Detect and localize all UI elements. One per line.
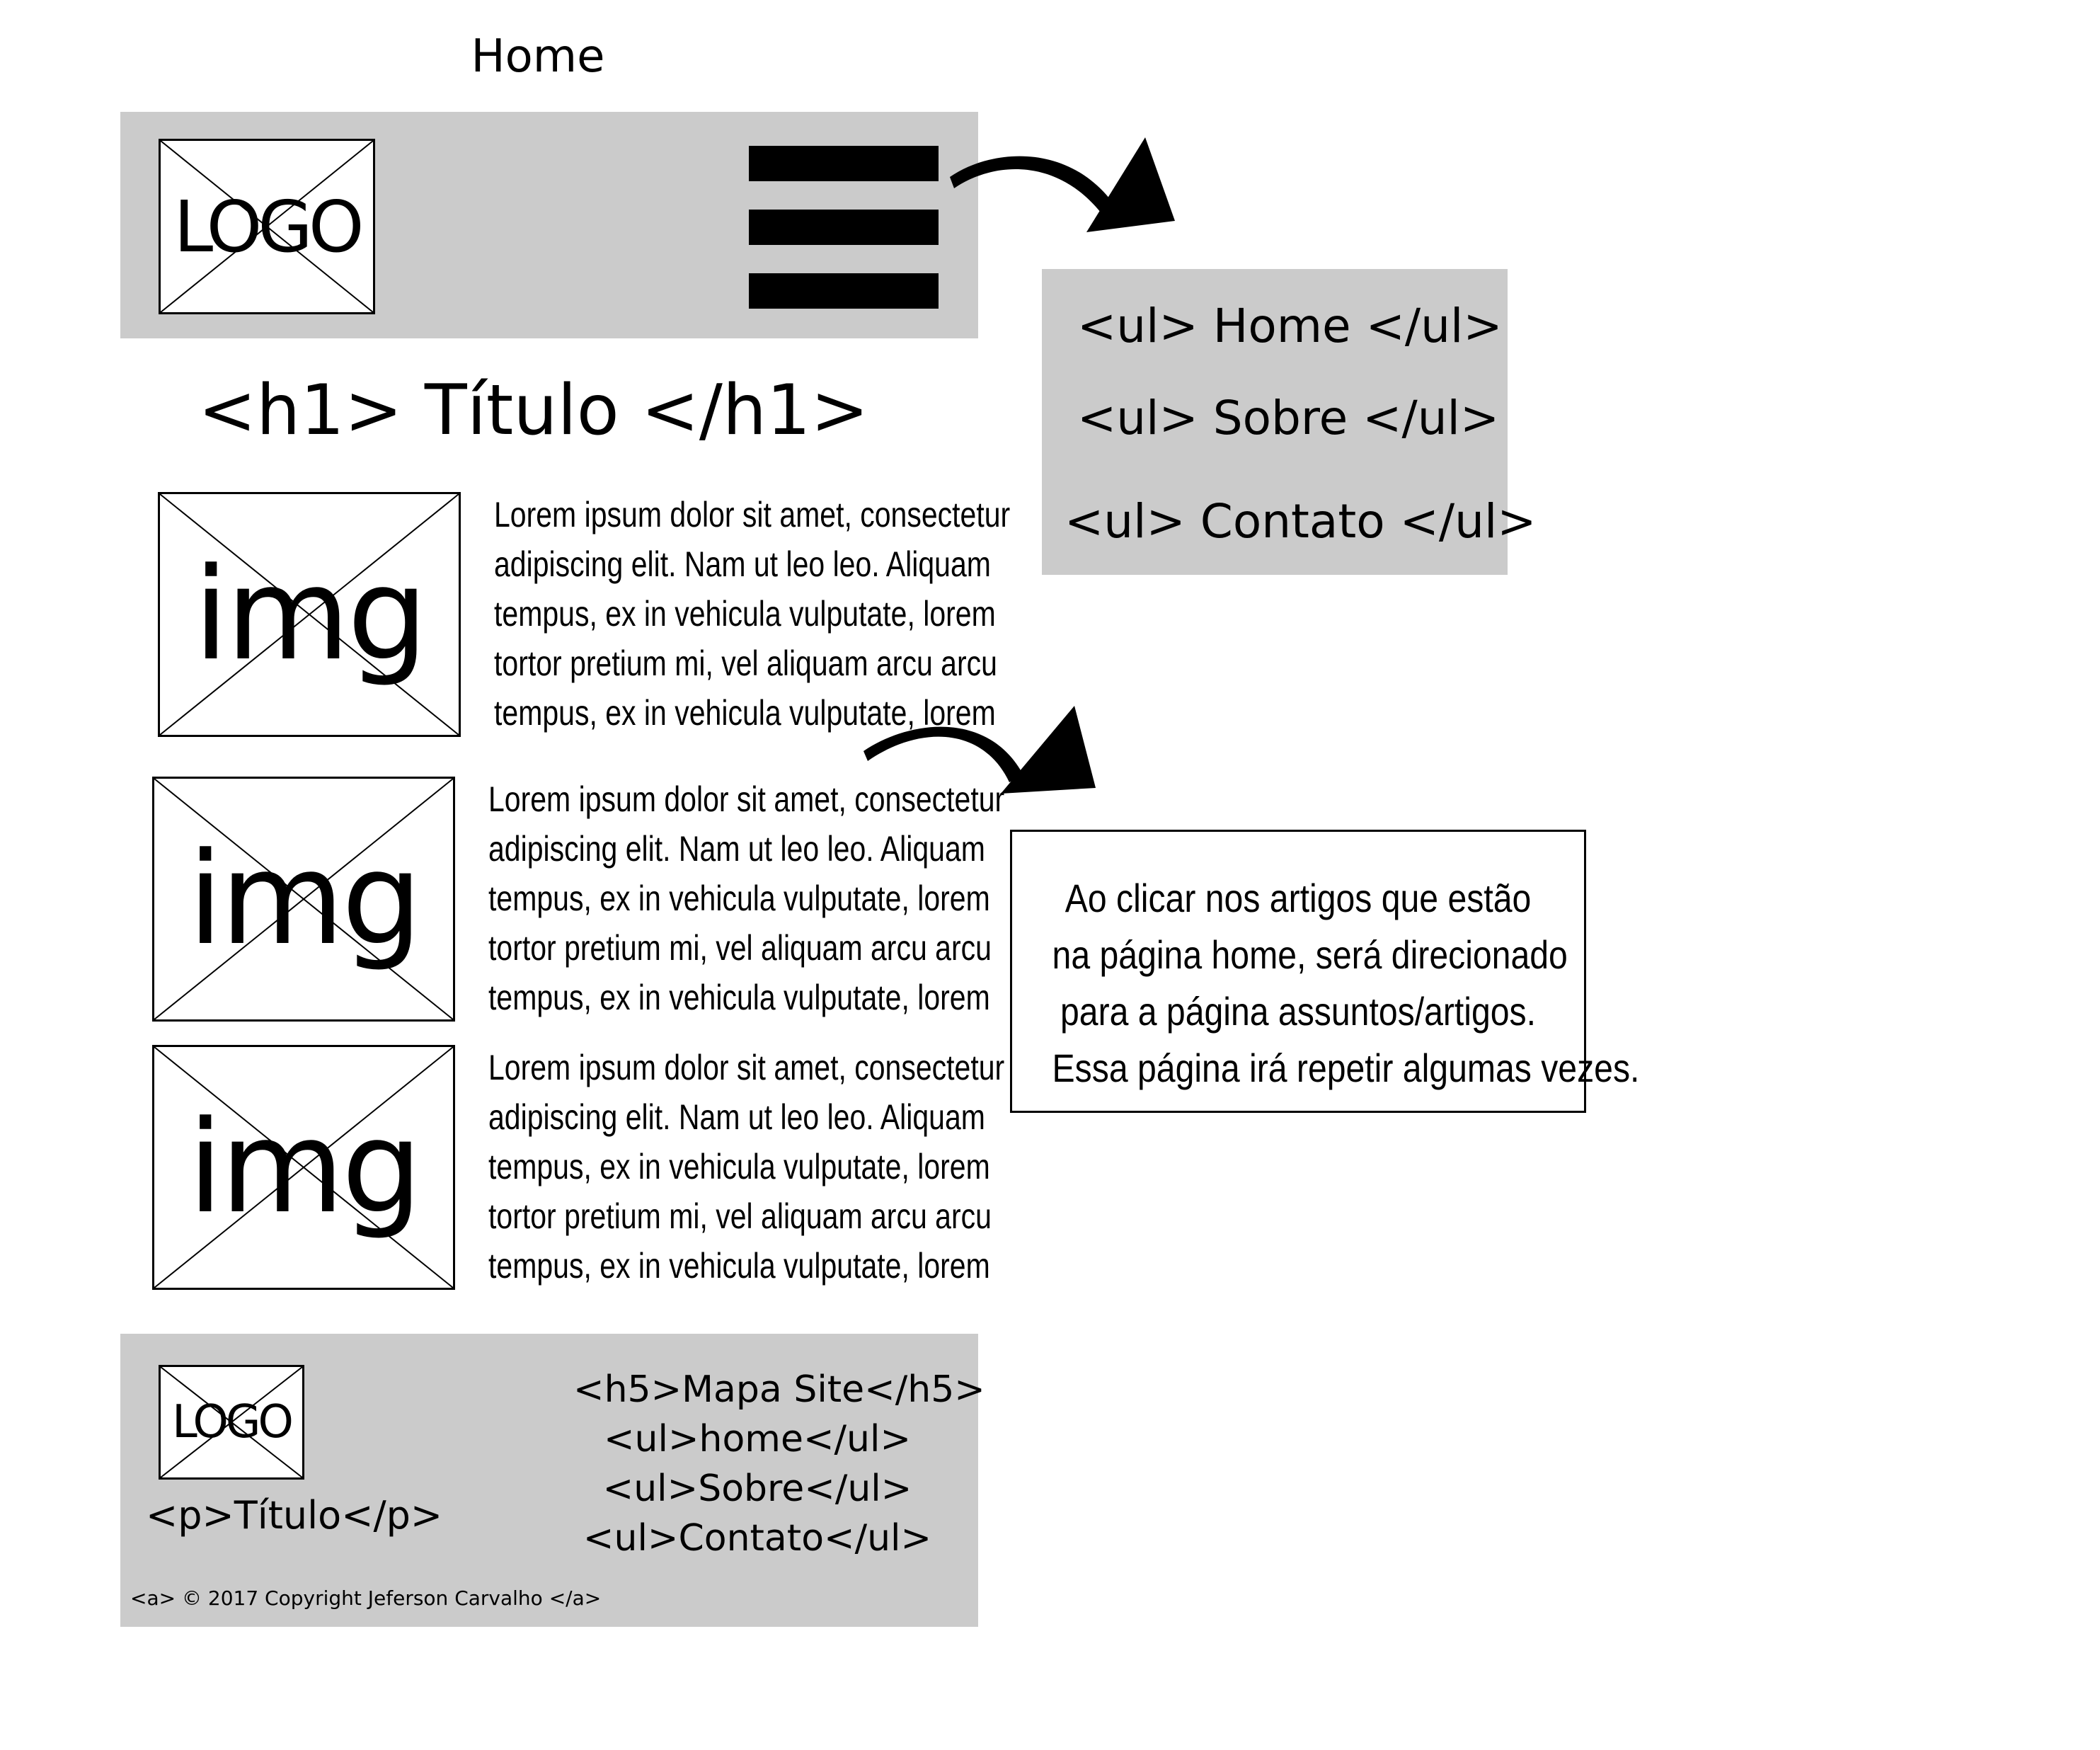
sitemap-item-sobre[interactable]: <ul>Sobre</ul>: [602, 1468, 912, 1510]
note-line: Essa página irá repetir algumas vezes.: [1052, 1046, 1640, 1090]
header-logo-label: LOGO: [173, 185, 364, 268]
note-box: Ao clicar nos artigos que estão na págin…: [1010, 830, 1640, 1113]
article-text-line: adipiscing elit. Nam ut leo leo. Aliquam: [488, 1097, 985, 1137]
note-text: Ao clicar nos artigos que estão na págin…: [1052, 870, 1640, 1097]
main-title: <h1> Título </h1>: [198, 370, 869, 451]
sitemap-item-home[interactable]: <ul>home</ul>: [603, 1418, 912, 1460]
arrow-menu-icon: [950, 137, 1175, 232]
placeholder-cross-icon: [160, 494, 459, 735]
footer-title: <p>Título</p>: [146, 1493, 443, 1538]
footer-panel: LOGO <p>Título</p> <h5>Mapa Site</h5> <u…: [120, 1334, 985, 1627]
header-panel: LOGO: [120, 112, 978, 338]
footer-logo-placeholder[interactable]: LOGO: [159, 1365, 304, 1480]
article-image-placeholder[interactable]: img: [152, 1045, 455, 1290]
article-text-line: adipiscing elit. Nam ut leo leo. Aliquam: [488, 829, 985, 869]
article-text-line: tempus, ex in vehicula vulputate, lorem: [494, 594, 996, 634]
menu-item-contato[interactable]: <ul> Contato </ul>: [1065, 494, 1537, 549]
article-text-line: tortor pretium mi, vel aliquam arcu arcu: [488, 928, 992, 968]
footer-sitemap: <h5>Mapa Site</h5> <ul>home</ul> <ul>Sob…: [573, 1365, 985, 1563]
header-logo-placeholder[interactable]: LOGO: [159, 139, 375, 314]
placeholder-cross-icon: [154, 779, 453, 1019]
note-line: Ao clicar nos artigos que estão: [1065, 876, 1532, 920]
sitemap-heading: <h5>Mapa Site</h5>: [573, 1368, 985, 1411]
article-text-line: tempus, ex in vehicula vulputate, lorem: [494, 693, 996, 733]
menu-panel: <ul> Home </ul> <ul> Sobre </ul> <ul> Co…: [1042, 269, 1537, 575]
sitemap-item-contato[interactable]: <ul>Contato</ul>: [583, 1517, 932, 1560]
article-text-line: tortor pretium mi, vel aliquam arcu arcu: [488, 1196, 992, 1236]
article-text-line: Lorem ipsum dolor sit amet, consectetur: [488, 779, 1005, 819]
article-text[interactable]: Lorem ipsum dolor sit amet, consectetur …: [494, 490, 1010, 738]
article-text-line: Lorem ipsum dolor sit amet, consectetur: [494, 495, 1011, 534]
article-text[interactable]: Lorem ipsum dolor sit amet, consectetur …: [488, 1043, 1004, 1291]
placeholder-cross-icon: [161, 141, 373, 312]
article-image-label: img: [188, 1093, 423, 1242]
article-text-line: tortor pretium mi, vel aliquam arcu arcu: [494, 644, 997, 683]
article-text-line: tempus, ex in vehicula vulputate, lorem: [488, 1147, 990, 1186]
placeholder-cross-icon: [161, 1367, 302, 1477]
article-text-line: tempus, ex in vehicula vulputate, lorem: [488, 978, 990, 1017]
article-text[interactable]: Lorem ipsum dolor sit amet, consectetur …: [488, 774, 1004, 1022]
copyright-link[interactable]: <a> © 2017 Copyright Jeferson Carvalho <…: [130, 1586, 602, 1610]
footer-logo-label: LOGO: [172, 1396, 294, 1448]
article-image-label: img: [193, 540, 428, 689]
note-line: na página home, será direcionado: [1052, 932, 1568, 977]
menu-item-home[interactable]: <ul> Home </ul>: [1077, 299, 1503, 353]
page-title: Home: [471, 30, 605, 83]
arrow-articles-icon: [863, 706, 1096, 794]
article-text-line: Lorem ipsum dolor sit amet, consectetur: [488, 1048, 1005, 1087]
menu-item-sobre[interactable]: <ul> Sobre </ul>: [1077, 391, 1500, 445]
hamburger-menu-icon[interactable]: [749, 146, 939, 309]
article-text-line: adipiscing elit. Nam ut leo leo. Aliquam: [494, 544, 991, 584]
article-image-placeholder[interactable]: img: [152, 777, 455, 1022]
note-line: para a página assuntos/artigos.: [1060, 989, 1537, 1034]
placeholder-cross-icon: [154, 1047, 453, 1288]
article-text-line: tempus, ex in vehicula vulputate, lorem: [488, 879, 990, 918]
article-text-line: tempus, ex in vehicula vulputate, lorem: [488, 1246, 990, 1286]
article-image-placeholder[interactable]: img: [158, 492, 461, 737]
article-image-label: img: [188, 825, 423, 973]
